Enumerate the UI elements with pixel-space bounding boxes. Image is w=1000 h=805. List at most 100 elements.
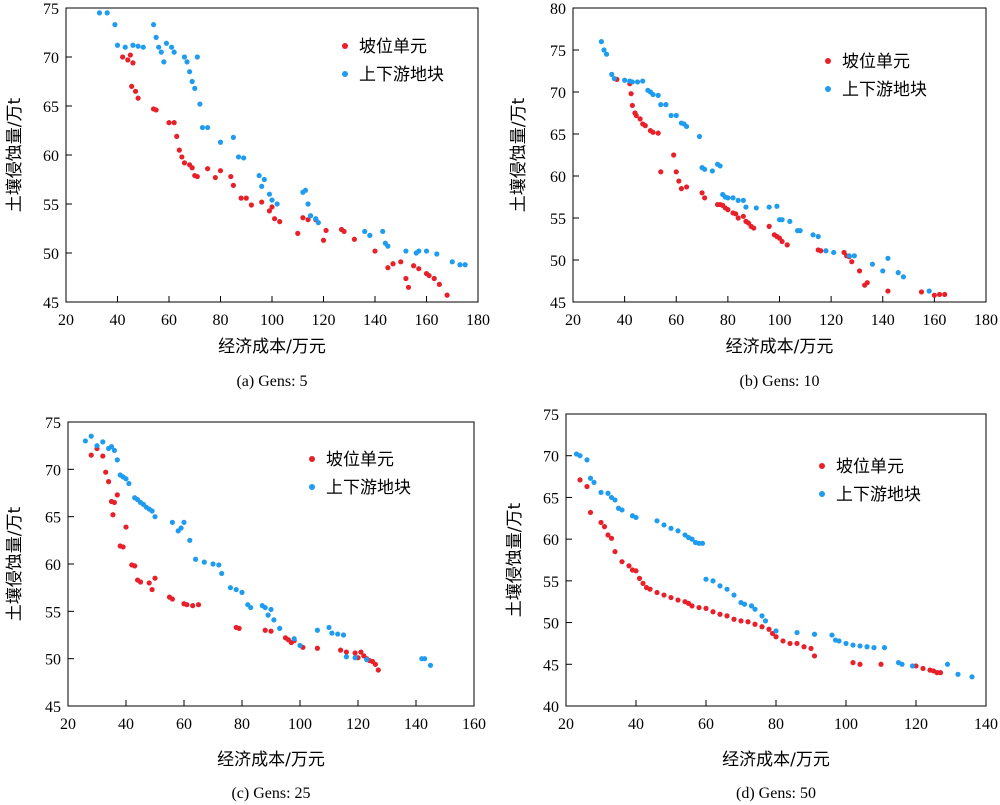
y-tick-label: 80 <box>550 1 566 18</box>
data-point <box>161 59 167 65</box>
data-point <box>731 616 737 622</box>
data-point <box>846 253 852 259</box>
legend-label: 坡位单元 <box>359 37 427 57</box>
data-point <box>88 433 94 439</box>
data-point <box>675 597 681 603</box>
y-tick-label: 55 <box>543 574 559 591</box>
data-point <box>787 218 793 224</box>
data-point <box>352 650 358 656</box>
data-point <box>358 649 364 655</box>
y-axis-title: 土壤侵蚀量/万t <box>4 97 25 212</box>
data-point <box>179 154 185 160</box>
series-upstream <box>573 451 975 680</box>
x-tick-label: 40 <box>118 716 134 733</box>
data-point <box>577 453 583 459</box>
data-point <box>125 57 131 63</box>
data-point <box>654 589 660 596</box>
data-point <box>937 670 944 676</box>
data-point <box>326 624 332 631</box>
data-point <box>269 197 275 203</box>
data-point <box>100 439 106 445</box>
data-point <box>315 220 321 226</box>
x-tick-label: 40 <box>110 312 126 329</box>
panel-caption: (a) Gens: 5 <box>236 373 307 390</box>
data-point <box>676 178 682 184</box>
data-point <box>936 291 943 298</box>
data-point <box>748 603 755 609</box>
y-tick-label: 75 <box>550 43 566 60</box>
data-point <box>411 263 417 269</box>
data-point <box>171 120 177 126</box>
data-point <box>305 201 311 207</box>
y-tick-label: 55 <box>43 197 59 214</box>
data-point <box>372 661 378 667</box>
data-point <box>262 627 268 633</box>
data-point <box>787 640 793 647</box>
data-point <box>212 174 218 181</box>
x-tick-label: 180 <box>974 312 998 329</box>
x-tick-label: 60 <box>176 716 192 733</box>
x-tick-label: 160 <box>415 312 439 329</box>
data-point <box>654 518 660 524</box>
data-point <box>724 586 730 592</box>
data-point <box>187 69 193 75</box>
data-point <box>277 625 283 631</box>
y-tick-label: 50 <box>45 652 61 669</box>
data-point <box>194 173 200 180</box>
data-point <box>169 519 175 525</box>
data-point <box>163 40 170 46</box>
data-point <box>110 512 116 518</box>
data-point <box>815 233 821 240</box>
y-axis-title: 土壤侵蚀量/万t <box>508 97 529 212</box>
data-point <box>740 213 746 219</box>
data-point <box>671 152 677 158</box>
data-point <box>403 248 409 254</box>
data-point <box>650 91 656 98</box>
data-point <box>811 631 818 637</box>
data-point <box>673 112 679 119</box>
y-tick-label: 75 <box>43 1 59 18</box>
data-point <box>702 166 708 172</box>
data-point <box>352 655 358 661</box>
data-point <box>335 631 341 637</box>
x-tick-label: 80 <box>234 716 250 733</box>
data-point <box>205 124 211 131</box>
data-point <box>856 268 863 274</box>
x-axis-title: 经济成本/万元 <box>218 337 326 357</box>
data-point <box>808 645 814 652</box>
data-point <box>462 262 468 268</box>
data-point <box>628 91 634 97</box>
data-point <box>150 22 157 28</box>
data-point <box>591 479 597 486</box>
plot-frame <box>565 413 987 707</box>
x-tick-label: 140 <box>363 312 387 329</box>
x-tick-label: 100 <box>768 312 792 329</box>
data-point <box>217 139 224 145</box>
data-point <box>217 168 224 174</box>
y-tick-label: 75 <box>45 415 61 432</box>
data-point <box>385 265 391 271</box>
data-point <box>779 238 785 245</box>
data-point <box>372 248 378 254</box>
series-upstream <box>598 39 932 294</box>
data-point <box>885 288 891 294</box>
data-point <box>323 227 329 234</box>
data-point <box>129 83 135 89</box>
data-point <box>112 22 118 28</box>
data-point <box>878 661 884 667</box>
data-point <box>584 457 590 463</box>
data-point <box>104 10 110 16</box>
legend-label: 上下游地块 <box>359 65 444 85</box>
data-point <box>864 280 870 286</box>
data-point <box>120 54 126 60</box>
data-point <box>703 576 709 582</box>
data-point <box>710 578 716 584</box>
data-point <box>265 612 271 618</box>
data-point <box>849 259 855 265</box>
data-point <box>696 604 702 611</box>
data-point <box>94 443 100 449</box>
data-point <box>683 184 690 190</box>
data-point <box>268 606 274 613</box>
data-point <box>189 165 195 171</box>
data-point <box>850 642 856 648</box>
